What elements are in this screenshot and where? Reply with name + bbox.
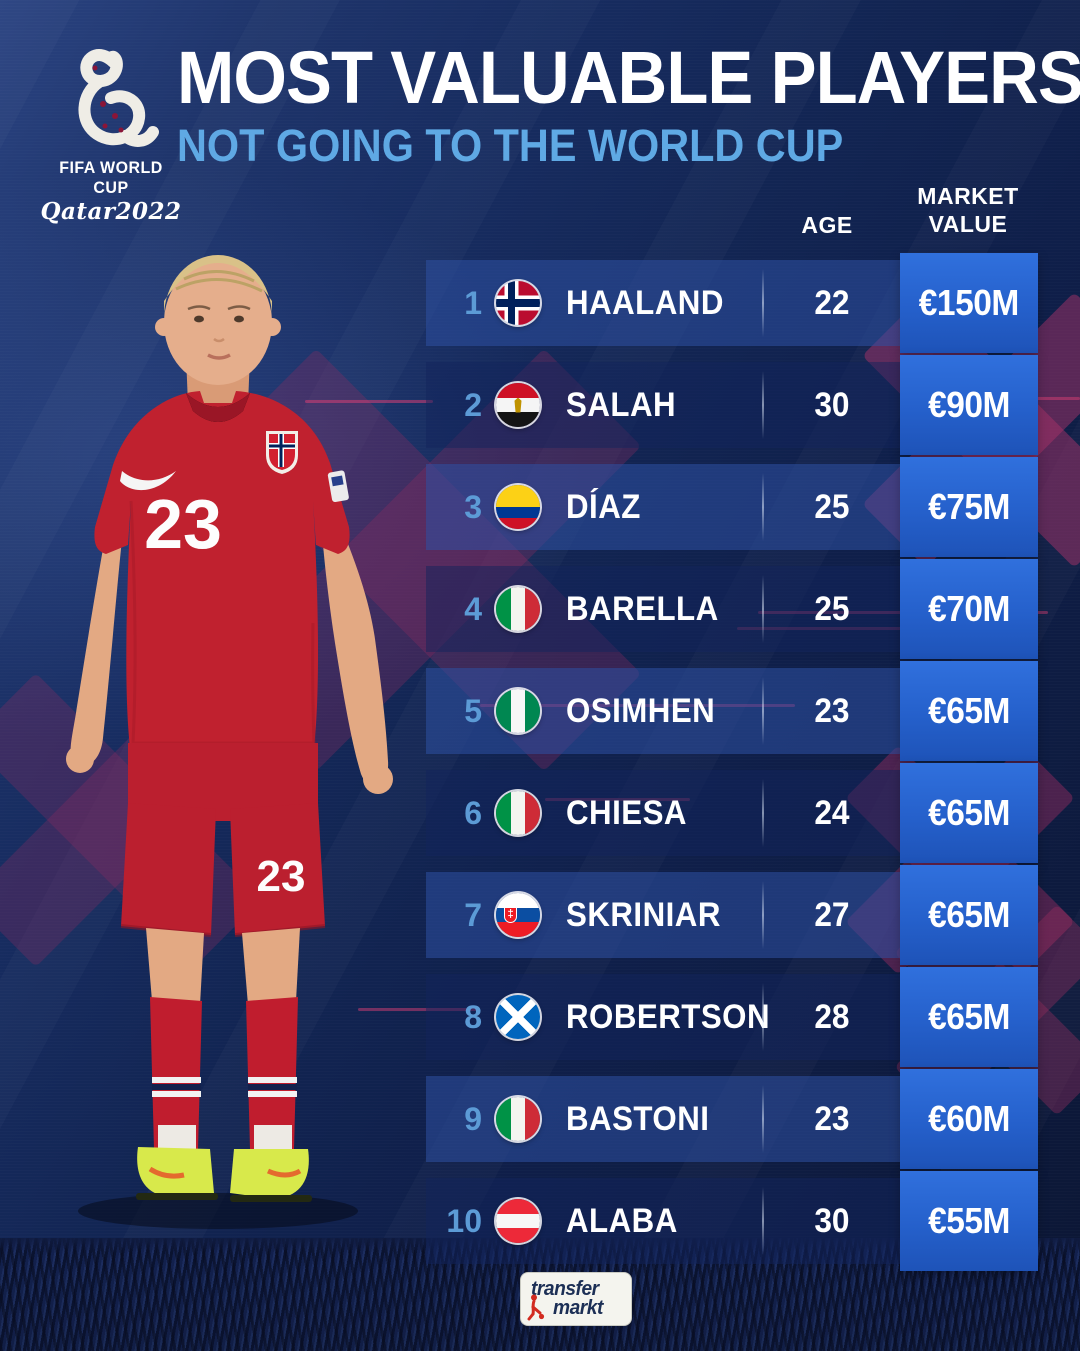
column-divider [762, 1085, 764, 1153]
country-flag-icon-egypt [496, 383, 540, 427]
player-market-value: €60M [900, 1069, 1038, 1169]
table-row: 3 DÍAZ 25 €75M [426, 457, 1038, 557]
player-rank: 1 [464, 284, 482, 321]
player-name: BARELLA [566, 589, 719, 628]
player-name: CHIESA [566, 793, 687, 832]
player-market-value: €65M [900, 865, 1038, 965]
column-divider [762, 779, 764, 847]
column-divider [762, 473, 764, 541]
headline: MOST VALUABLE PLAYERS NOT GOING TO THE W… [177, 36, 1080, 172]
country-flag-icon-austria [496, 1199, 540, 1243]
player-age: 25 [814, 487, 850, 526]
transfermarkt-word-top: transfer [531, 1278, 599, 1300]
country-flag-icon-scotland [496, 995, 540, 1039]
player-rank: 8 [464, 998, 482, 1035]
transfermarkt-logo: transfer markt [520, 1272, 632, 1326]
player-name: BASTONI [566, 1099, 710, 1138]
country-flag-icon-colombia [496, 485, 540, 529]
player-market-value: €65M [900, 967, 1038, 1067]
jersey-number-shorts: 23 [257, 852, 306, 901]
player-market-value: €65M [900, 763, 1038, 863]
transfermarkt-word-bottom: markt [553, 1297, 603, 1319]
country-flag-icon-nigeria [496, 689, 540, 733]
page-subtitle: NOT GOING TO THE WORLD CUP [177, 120, 844, 172]
table-row: 7 SKRINIAR 27 €65M [426, 865, 1038, 965]
player-age: 25 [814, 589, 850, 628]
player-name: ALABA [566, 1201, 678, 1240]
fifa-world-cup-text: FIFA WORLD CUP [59, 158, 163, 197]
qatar-2022-text: Qatar2022 [40, 198, 182, 225]
player-age: 23 [814, 1099, 850, 1138]
player-name: DÍAZ [566, 487, 641, 526]
player-rank: 3 [464, 488, 482, 525]
player-age: 27 [814, 895, 850, 934]
column-divider [762, 269, 764, 337]
player-market-value: €150M [900, 253, 1038, 353]
player-name: ROBERTSON [566, 997, 770, 1036]
player-age: 24 [814, 793, 850, 832]
player-age: 23 [814, 691, 850, 730]
table-row: 1 HAALAND 22 €150M [426, 253, 1038, 353]
qatar-2022-emblem-icon [78, 49, 159, 147]
flag-emblem-icon [504, 907, 517, 923]
player-rank: 5 [464, 692, 482, 729]
page-title: MOST VALUABLE PLAYERS [177, 36, 1080, 119]
player-age: 22 [814, 283, 850, 322]
column-divider [762, 575, 764, 643]
column-header-age: AGE [801, 212, 853, 238]
player-age: 30 [814, 1201, 850, 1240]
player-rank: 9 [464, 1100, 482, 1137]
player-age: 28 [814, 997, 850, 1036]
player-market-value: €65M [900, 661, 1038, 761]
table-row: 8 ROBERTSON 28 €65M [426, 967, 1038, 1067]
player-market-value: €75M [900, 457, 1038, 557]
player-market-value: €90M [900, 355, 1038, 455]
column-header-market-value: MARKET VALUE [917, 183, 1019, 237]
country-flag-icon-italy [496, 587, 540, 631]
kicker-icon [527, 1294, 545, 1321]
column-divider [762, 983, 764, 1051]
table-row: 5 OSIMHEN 23 €65M [426, 661, 1038, 761]
player-name: SKRINIAR [566, 895, 721, 934]
player-name: SALAH [566, 385, 677, 424]
table-row: 9 BASTONI 23 €60M [426, 1069, 1038, 1169]
table-row: 2 SALAH 30 €90M [426, 355, 1038, 455]
player-name: HAALAND [566, 283, 724, 322]
column-divider [762, 881, 764, 949]
column-divider [762, 1187, 764, 1255]
column-divider [762, 677, 764, 745]
table-row: 4 BARELLA 25 €70M [426, 559, 1038, 659]
country-flag-icon-norway [496, 281, 540, 325]
country-flag-icon-italy [496, 791, 540, 835]
flag-emblem-icon [514, 397, 522, 413]
player-rank: 4 [464, 590, 482, 627]
country-flag-icon-slovakia [496, 893, 540, 937]
table-row: 6 CHIESA 24 €65M [426, 763, 1038, 863]
jersey-number-chest: 23 [144, 485, 222, 563]
player-rank: 7 [464, 896, 482, 933]
player-age: 30 [814, 385, 850, 424]
player-market-value: €55M [900, 1171, 1038, 1271]
player-market-value: €70M [900, 559, 1038, 659]
player-rank: 10 [446, 1202, 482, 1239]
player-photo: 23 23 [66, 255, 393, 1229]
country-flag-icon-italy [496, 1097, 540, 1141]
player-rank: 2 [464, 386, 482, 423]
column-divider [762, 371, 764, 439]
player-name: OSIMHEN [566, 691, 716, 730]
fifa-world-cup-logo: FIFA WORLD CUP Qatar2022 [36, 38, 186, 225]
player-rank: 6 [464, 794, 482, 831]
table-row: 10 ALABA 30 €55M [426, 1171, 1038, 1271]
